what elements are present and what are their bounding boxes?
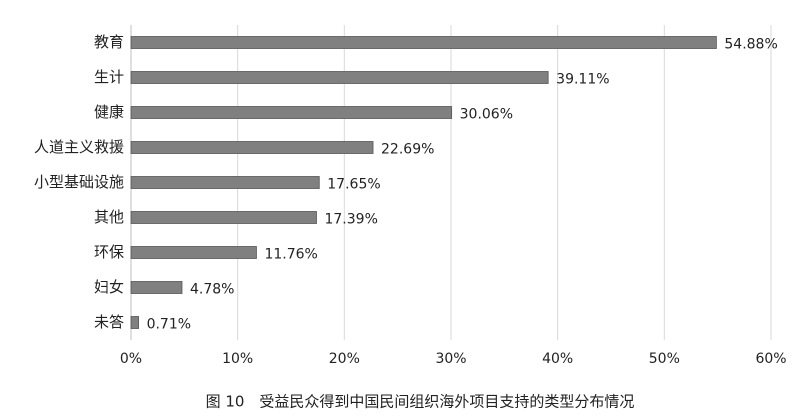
value-label: 22.69% <box>381 142 434 158</box>
x-tick-label: 40% <box>542 351 573 367</box>
y-tick-label: 教育 <box>94 33 124 51</box>
bar <box>130 316 139 329</box>
bar <box>130 176 320 189</box>
x-tick-label: 10% <box>222 351 253 367</box>
bar <box>130 36 717 49</box>
x-tick-label: 60% <box>755 351 786 367</box>
value-label: 11.76% <box>264 247 317 263</box>
y-tick-label: 生计 <box>94 68 124 86</box>
value-label: 30.06% <box>460 107 513 123</box>
y-tick-label: 妇女 <box>94 278 124 296</box>
bar <box>130 141 374 154</box>
value-label: 17.39% <box>324 212 377 228</box>
y-tick-label: 小型基础设施 <box>34 173 124 191</box>
bar <box>130 211 317 224</box>
bar <box>130 106 453 119</box>
y-tick-label: 人道主义救援 <box>34 138 124 156</box>
x-tick-label: 30% <box>435 351 466 367</box>
y-tick-label: 环保 <box>94 243 124 261</box>
x-tick-label: 50% <box>649 351 680 367</box>
x-tick-label: 20% <box>329 351 360 367</box>
bar <box>130 246 257 259</box>
value-label: 0.71% <box>147 317 191 333</box>
bar <box>130 71 549 84</box>
y-tick-label: 未答 <box>94 313 124 331</box>
value-label: 54.88% <box>724 37 777 53</box>
x-tick-label: 0% <box>120 351 142 367</box>
value-label: 17.65% <box>327 177 380 193</box>
chart-title: 图 10 受益民众得到中国民间组织海外项目支持的类型分布情况 <box>206 393 635 411</box>
y-tick-label: 健康 <box>94 103 124 121</box>
value-label: 39.11% <box>556 72 609 88</box>
y-tick-label: 其他 <box>94 208 124 226</box>
bar <box>130 281 183 294</box>
value-label: 4.78% <box>190 282 234 298</box>
